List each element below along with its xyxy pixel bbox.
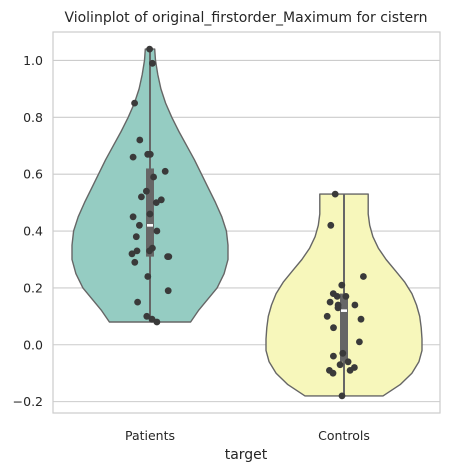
violin-controls <box>265 190 423 400</box>
data-point <box>143 312 151 320</box>
strip-points <box>128 45 173 326</box>
data-point <box>133 247 141 255</box>
data-point <box>131 99 139 107</box>
data-point <box>356 338 363 346</box>
strip-points <box>323 190 367 400</box>
y-tick-label: 0.2 <box>23 280 43 295</box>
data-point <box>357 315 365 323</box>
data-point <box>150 173 158 181</box>
data-point <box>330 352 337 360</box>
data-point <box>132 233 140 241</box>
data-point <box>344 358 352 366</box>
data-point <box>326 298 334 306</box>
y-tick-label: 0.6 <box>23 167 43 182</box>
violin-median <box>341 309 347 312</box>
data-point <box>333 293 341 300</box>
data-point <box>129 213 137 221</box>
data-point <box>164 287 172 295</box>
data-point <box>146 247 153 255</box>
x-tick-label: Controls <box>318 428 370 443</box>
data-point <box>338 392 346 400</box>
data-point <box>153 227 161 235</box>
data-point <box>334 304 342 312</box>
data-point <box>143 187 150 195</box>
data-point <box>152 199 160 207</box>
data-point <box>327 221 335 229</box>
data-point <box>149 59 156 67</box>
violin-patients <box>71 45 229 326</box>
data-point <box>351 301 359 309</box>
data-point <box>329 369 337 377</box>
violin-median <box>147 224 153 227</box>
data-point <box>323 312 331 320</box>
data-point <box>136 221 143 229</box>
data-point <box>336 361 344 369</box>
x-axis-label: target <box>225 447 268 463</box>
y-tick-label: −0.2 <box>13 394 43 409</box>
data-point <box>128 250 136 258</box>
violin-iqr-box <box>340 293 348 362</box>
data-point <box>157 196 165 204</box>
data-point <box>331 190 339 198</box>
data-point <box>131 258 139 266</box>
data-point <box>161 167 169 175</box>
data-point <box>146 210 154 218</box>
data-point <box>129 153 137 161</box>
y-tick-labels: −0.2 0.0 0.2 0.4 0.6 0.8 1.0 <box>13 53 43 409</box>
data-point <box>134 298 142 306</box>
data-point <box>146 45 154 53</box>
data-point <box>338 281 346 289</box>
data-point <box>339 349 347 357</box>
y-tick-label: 1.0 <box>23 53 43 68</box>
y-tick-label: 0.4 <box>23 224 43 239</box>
data-point <box>165 253 173 260</box>
data-point <box>360 273 367 280</box>
chart-title: Violinplot of original_firstorder_Maximu… <box>64 10 427 26</box>
x-tick-labels: Patients Controls <box>125 428 370 443</box>
data-point <box>144 273 152 280</box>
violins <box>71 45 423 400</box>
y-tick-label: 0.0 <box>23 337 43 352</box>
x-tick-label: Patients <box>125 428 175 443</box>
data-point <box>136 136 144 144</box>
data-point <box>346 367 354 374</box>
data-point <box>342 293 350 300</box>
data-point <box>146 150 154 158</box>
y-tick-label: 0.8 <box>23 110 43 125</box>
plot-frame <box>52 31 441 414</box>
data-point <box>153 318 161 326</box>
data-point <box>138 193 145 201</box>
data-point <box>330 324 337 332</box>
